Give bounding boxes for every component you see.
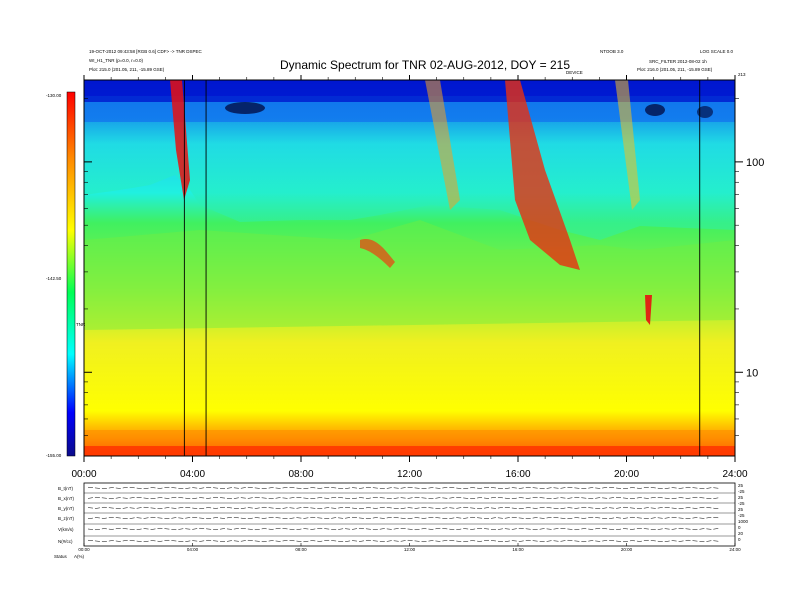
colorbar [66,91,76,457]
footer-status: Status [54,554,67,559]
radio-burst-4 [645,295,652,325]
footer-unit: A(%) [74,554,84,559]
dark-feature-2 [645,104,665,116]
panel-label-5: N(#/cc) [58,539,73,544]
cyan-region [84,96,735,240]
header-info-line2: WI_H1_TNR (p=0.0, r=0.0) [89,58,144,63]
x-axis: 00:00 04:00 08:00 12:00 16:00 20:00 24:00 [71,75,748,480]
panel-trace-3 [87,516,721,520]
panel-label-3: B_z(nT) [58,516,75,521]
y-axis: 100 10 [84,98,764,436]
parameter-panels-frame [83,482,736,547]
colorbar-tick-bottom: -155.00 [46,453,62,458]
panel-trace-5 [87,539,721,543]
y-right-top-label: 213 [738,72,746,77]
header-right-line3: SRC_FILTER 2012-08-02 1h [649,59,707,64]
time-markers [183,80,701,456]
panel-x-label-6: 24:00 [729,547,741,552]
x-tick-label-0: 00:00 [71,469,96,480]
panel-right-tick-6: 1000 [738,519,749,524]
top-dark-strip [84,80,735,102]
panel-right-tick-0: 25 [738,483,744,488]
header-right-line1: NTOOB 3.0 [600,49,624,54]
panel-right-tick-1: -25 [738,489,745,494]
panel-right-tick-9: 0 [738,537,741,542]
panel-x-label-3: 12:00 [404,547,416,552]
header-right-line2: LOG SCALE 0.0 [700,49,734,54]
panel-label-4: V(km/s) [58,527,74,532]
x-tick-label-2: 08:00 [288,469,313,480]
header-right-line4: Plot: 216.0 (201.05, 211, -15.89 GSE) [637,67,713,72]
y-tick-label-0: 100 [746,157,764,169]
colorbar-unit: TNR [76,322,86,327]
panel-label-2: B_y(nT) [58,506,75,511]
panel-x-label-1: 04:00 [187,547,199,552]
radio-burst-2 [505,80,580,270]
panel-right-tick-8: 20 [738,531,744,536]
radio-burst-6 [615,80,640,210]
panel-trace-4 [87,527,721,531]
panel-label-0: B_t(nT) [58,486,74,491]
panel-right-tick-3: -25 [738,501,745,506]
x-tick-label-6: 24:00 [722,469,747,480]
chart-title: Dynamic Spectrum for TNR 02-AUG-2012, DO… [280,58,571,72]
x-tick-label-4: 16:00 [505,469,530,480]
panel-right-tick-2: 25 [738,495,744,500]
panel-trace-2 [87,506,721,510]
panel-right-tick-4: 25 [738,507,744,512]
colorbar-tick-top: -130.00 [46,93,62,98]
panel-right-tick-7: 0 [738,525,741,530]
panel-trace-1 [87,496,721,500]
panel-right-tick-5: -25 [738,513,745,518]
x-tick-label-5: 20:00 [614,469,639,480]
x-tick-label-3: 12:00 [397,469,422,480]
panel-x-label-5: 20:00 [621,547,633,552]
panel-x-label-0: 00:00 [78,547,90,552]
header-info-line1: 19-OCT-2012 09:43:58 [RGB 0.6] CDF> -> T… [89,49,202,54]
header-info-line3: Plot: 215.0 (201.05, 211, -15.89 GSE) [89,67,165,72]
colorbar-tick-mid: -142.50 [46,276,62,281]
panel-x-label-2: 08:00 [295,547,307,552]
dark-feature-1 [225,102,265,114]
panel-x-label-4: 16:00 [512,547,524,552]
device-label: DEVICE [566,70,583,75]
radio-burst-1 [170,80,190,200]
parameter-panels: B_t(nT) B_x(nT) B_y(nT) B_z(nT) V(km/s) N(#/c… [58,483,749,552]
radio-burst-3 [360,239,395,268]
dark-feature-3 [697,106,713,118]
radio-burst-5 [425,80,460,210]
panel-trace-0 [87,486,721,490]
y-tick-label-1: 10 [746,367,758,379]
bottom-red-band [84,446,735,456]
x-tick-label-1: 04:00 [180,469,205,480]
panel-label-1: B_x(nT) [58,496,75,501]
